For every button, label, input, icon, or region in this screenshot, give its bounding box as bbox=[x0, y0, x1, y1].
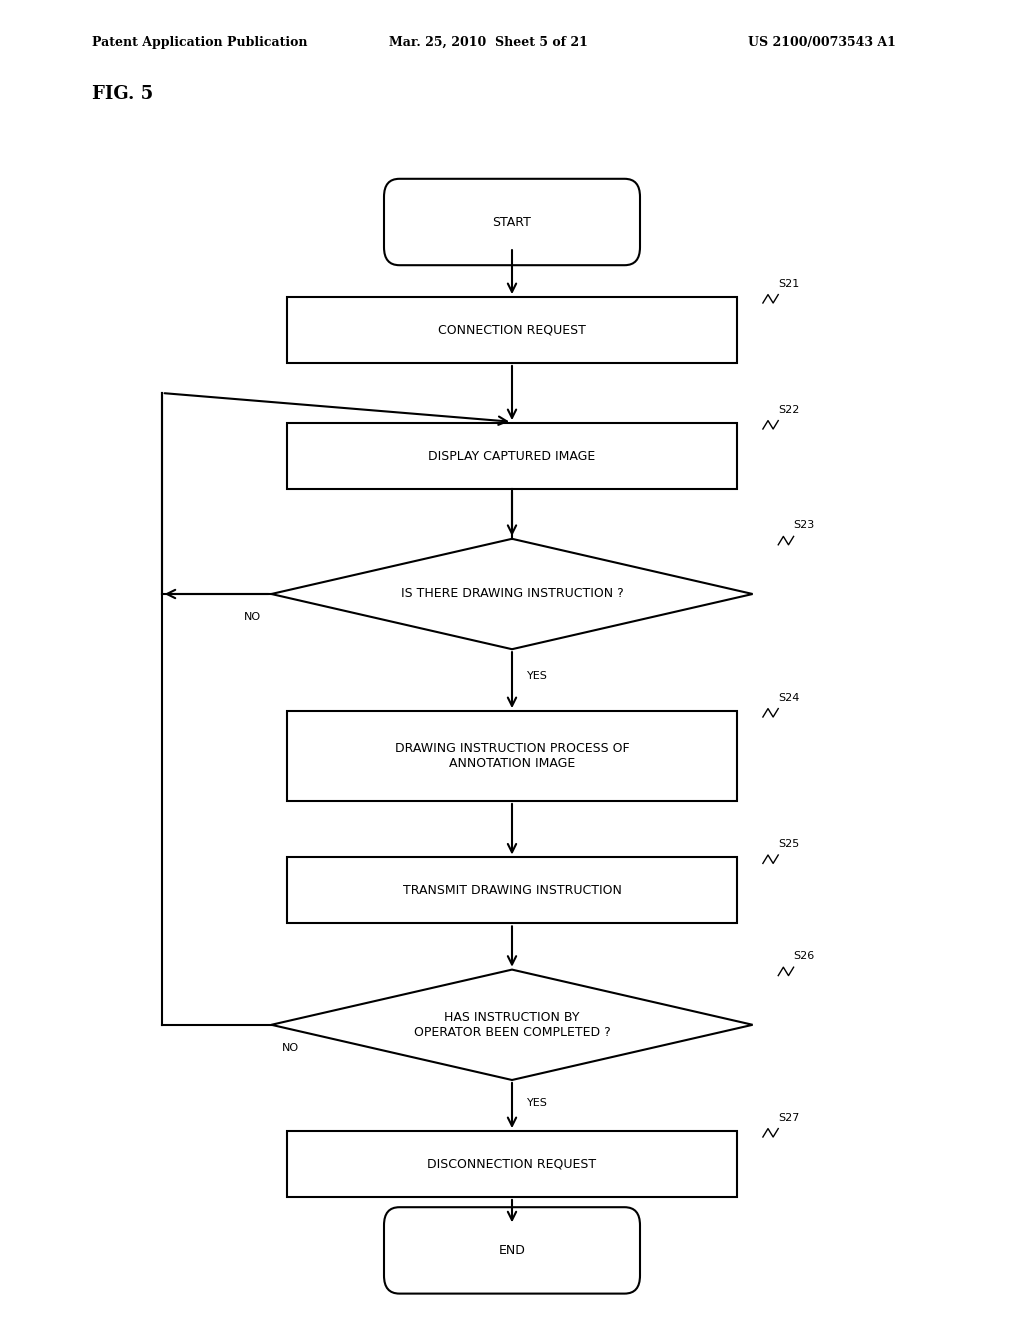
Text: NO: NO bbox=[282, 1043, 299, 1053]
Text: DISPLAY CAPTURED IMAGE: DISPLAY CAPTURED IMAGE bbox=[428, 450, 596, 462]
Text: DRAWING INSTRUCTION PROCESS OF
ANNOTATION IMAGE: DRAWING INSTRUCTION PROCESS OF ANNOTATIO… bbox=[394, 742, 630, 770]
Text: S22: S22 bbox=[778, 405, 800, 414]
Text: S23: S23 bbox=[794, 520, 815, 531]
Text: CONNECTION REQUEST: CONNECTION REQUEST bbox=[438, 323, 586, 337]
Text: DISCONNECTION REQUEST: DISCONNECTION REQUEST bbox=[427, 1158, 597, 1171]
Text: US 2100/0073543 A1: US 2100/0073543 A1 bbox=[748, 36, 895, 49]
Bar bbox=[287, 297, 737, 363]
Text: HAS INSTRUCTION BY
OPERATOR BEEN COMPLETED ?: HAS INSTRUCTION BY OPERATOR BEEN COMPLET… bbox=[414, 1011, 610, 1039]
Text: Patent Application Publication: Patent Application Publication bbox=[92, 36, 307, 49]
Text: NO: NO bbox=[244, 612, 261, 622]
Text: YES: YES bbox=[527, 1098, 548, 1107]
Text: TRANSMIT DRAWING INSTRUCTION: TRANSMIT DRAWING INSTRUCTION bbox=[402, 884, 622, 896]
Text: S26: S26 bbox=[794, 952, 815, 961]
Bar bbox=[287, 422, 737, 488]
Text: START: START bbox=[493, 215, 531, 228]
Text: Mar. 25, 2010  Sheet 5 of 21: Mar. 25, 2010 Sheet 5 of 21 bbox=[389, 36, 588, 49]
Text: IS THERE DRAWING INSTRUCTION ?: IS THERE DRAWING INSTRUCTION ? bbox=[400, 587, 624, 601]
Text: S25: S25 bbox=[778, 840, 800, 849]
Text: FIG. 5: FIG. 5 bbox=[92, 84, 154, 103]
Text: YES: YES bbox=[527, 671, 548, 681]
Bar bbox=[287, 711, 737, 801]
Bar bbox=[287, 858, 737, 924]
Text: END: END bbox=[499, 1243, 525, 1257]
Bar bbox=[287, 1131, 737, 1197]
Text: S27: S27 bbox=[778, 1113, 800, 1122]
Text: S21: S21 bbox=[778, 279, 800, 289]
Text: S24: S24 bbox=[778, 693, 800, 702]
